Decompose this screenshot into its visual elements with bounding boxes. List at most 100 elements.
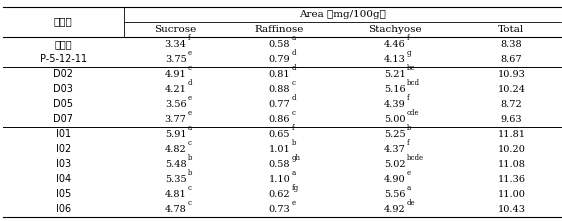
Text: 3.56: 3.56 bbox=[165, 100, 187, 109]
Text: 10.93: 10.93 bbox=[497, 70, 525, 79]
Text: e: e bbox=[292, 199, 296, 207]
Text: 4.39: 4.39 bbox=[384, 100, 406, 109]
Text: D02: D02 bbox=[53, 69, 73, 79]
Text: cde: cde bbox=[407, 109, 420, 117]
Text: 팜단콩: 팜단콩 bbox=[55, 39, 72, 49]
Text: 4.78: 4.78 bbox=[165, 205, 187, 213]
Text: d: d bbox=[188, 79, 192, 87]
Text: D03: D03 bbox=[53, 84, 73, 94]
Text: 3.77: 3.77 bbox=[165, 115, 187, 124]
Text: 8.38: 8.38 bbox=[501, 40, 522, 49]
Text: e: e bbox=[188, 94, 192, 102]
Text: e: e bbox=[407, 169, 411, 177]
Text: 4.21: 4.21 bbox=[165, 85, 187, 94]
Text: bcde: bcde bbox=[407, 154, 424, 162]
Text: Stachyose: Stachyose bbox=[368, 25, 422, 34]
Text: I01: I01 bbox=[56, 129, 71, 139]
Text: d: d bbox=[292, 64, 296, 72]
Text: f: f bbox=[407, 139, 410, 147]
Text: 4.46: 4.46 bbox=[384, 40, 406, 49]
Text: 1.01: 1.01 bbox=[269, 145, 291, 154]
Text: Sucrose: Sucrose bbox=[155, 25, 197, 34]
Text: I06: I06 bbox=[56, 204, 71, 214]
Text: 0.58: 0.58 bbox=[269, 40, 291, 49]
Text: bc: bc bbox=[407, 64, 415, 72]
Text: 11.08: 11.08 bbox=[497, 160, 525, 169]
Text: 8.72: 8.72 bbox=[501, 100, 522, 109]
Text: 5.00: 5.00 bbox=[384, 115, 406, 124]
Text: 4.90: 4.90 bbox=[384, 175, 406, 184]
Text: 0.86: 0.86 bbox=[269, 115, 291, 124]
Text: 0.81: 0.81 bbox=[269, 70, 291, 79]
Text: 3.75: 3.75 bbox=[165, 55, 187, 64]
Text: Raffinose: Raffinose bbox=[255, 25, 304, 34]
Text: 4.13: 4.13 bbox=[384, 55, 406, 64]
Text: c: c bbox=[188, 64, 192, 72]
Text: 11.81: 11.81 bbox=[497, 130, 525, 139]
Text: de: de bbox=[407, 199, 416, 207]
Text: b: b bbox=[292, 139, 296, 147]
Text: 8.67: 8.67 bbox=[501, 55, 522, 64]
Text: d: d bbox=[292, 49, 296, 57]
Text: c: c bbox=[188, 184, 192, 192]
Text: f: f bbox=[188, 34, 191, 42]
Text: 4.92: 4.92 bbox=[384, 205, 406, 213]
Text: Area （mg/100g）: Area （mg/100g） bbox=[299, 10, 386, 19]
Text: 0.65: 0.65 bbox=[269, 130, 291, 139]
Text: I04: I04 bbox=[56, 174, 71, 184]
Text: 11.36: 11.36 bbox=[497, 175, 525, 184]
Text: D05: D05 bbox=[53, 99, 73, 109]
Text: 0.62: 0.62 bbox=[269, 190, 291, 199]
Text: 4.82: 4.82 bbox=[165, 145, 187, 154]
Text: d: d bbox=[292, 94, 296, 102]
Text: D07: D07 bbox=[53, 114, 73, 124]
Text: gh: gh bbox=[292, 154, 301, 162]
Text: b: b bbox=[188, 169, 192, 177]
Text: f: f bbox=[292, 124, 294, 132]
Text: b: b bbox=[407, 124, 411, 132]
Text: 5.21: 5.21 bbox=[384, 70, 406, 79]
Text: 0.79: 0.79 bbox=[269, 55, 291, 64]
Text: f: f bbox=[407, 94, 410, 102]
Text: a: a bbox=[292, 169, 296, 177]
Text: 0.58: 0.58 bbox=[269, 160, 291, 169]
Text: I05: I05 bbox=[56, 189, 71, 199]
Text: c: c bbox=[188, 139, 192, 147]
Text: f: f bbox=[407, 34, 410, 42]
Text: 10.43: 10.43 bbox=[497, 205, 525, 213]
Text: 10.24: 10.24 bbox=[497, 85, 525, 94]
Text: I03: I03 bbox=[56, 159, 71, 169]
Text: g: g bbox=[407, 49, 411, 57]
Text: e: e bbox=[188, 109, 192, 117]
Text: bcd: bcd bbox=[407, 79, 420, 87]
Text: 0.73: 0.73 bbox=[269, 205, 291, 213]
Text: c: c bbox=[292, 79, 296, 87]
Text: c: c bbox=[292, 109, 296, 117]
Text: P-5-12-11: P-5-12-11 bbox=[40, 54, 87, 64]
Text: 5.56: 5.56 bbox=[384, 190, 406, 199]
Text: I02: I02 bbox=[56, 144, 71, 154]
Text: e: e bbox=[188, 49, 192, 57]
Text: 10.20: 10.20 bbox=[497, 145, 525, 154]
Text: 4.91: 4.91 bbox=[165, 70, 187, 79]
Text: 0.77: 0.77 bbox=[269, 100, 291, 109]
Text: Total: Total bbox=[498, 25, 524, 34]
Text: fg: fg bbox=[292, 184, 299, 192]
Text: b: b bbox=[188, 154, 192, 162]
Text: 5.02: 5.02 bbox=[384, 160, 406, 169]
Text: 11.00: 11.00 bbox=[497, 190, 525, 199]
Text: a: a bbox=[188, 124, 192, 132]
Text: 1.10: 1.10 bbox=[269, 175, 291, 184]
Text: 5.91: 5.91 bbox=[165, 130, 187, 139]
Text: 5.25: 5.25 bbox=[384, 130, 406, 139]
Text: 5.16: 5.16 bbox=[384, 85, 406, 94]
Text: 계통명: 계통명 bbox=[54, 17, 72, 27]
Text: c: c bbox=[188, 199, 192, 207]
Text: 9.63: 9.63 bbox=[501, 115, 522, 124]
Text: a: a bbox=[292, 34, 296, 42]
Text: 3.34: 3.34 bbox=[165, 40, 187, 49]
Text: 5.48: 5.48 bbox=[165, 160, 187, 169]
Text: 4.81: 4.81 bbox=[165, 190, 187, 199]
Text: 5.35: 5.35 bbox=[165, 175, 187, 184]
Text: 4.37: 4.37 bbox=[384, 145, 406, 154]
